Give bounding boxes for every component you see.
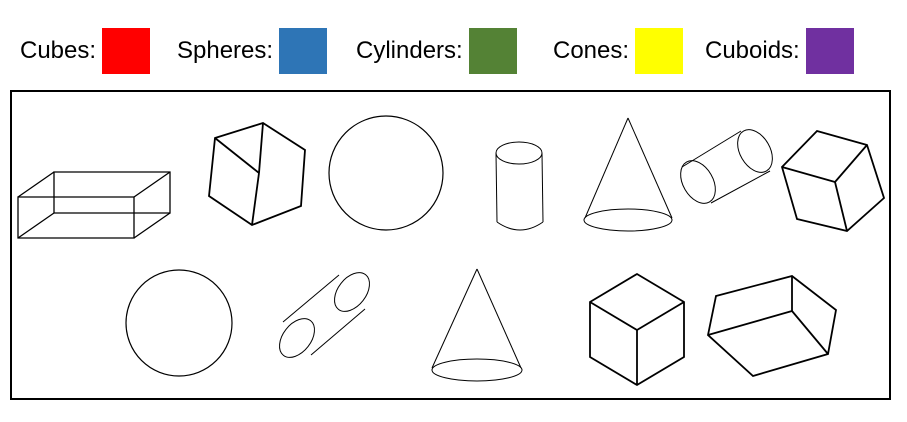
legend-label-cubes: Cubes:: [20, 37, 97, 64]
cube-icon[interactable]: [780, 129, 886, 232]
legend-swatch-cones[interactable]: [635, 28, 684, 74]
legend-swatch-cylinders[interactable]: [468, 28, 517, 74]
sphere-icon[interactable]: [328, 115, 444, 231]
legend-label-cones: Cones:: [553, 37, 630, 64]
cone-icon[interactable]: [431, 268, 523, 382]
cylinder-icon[interactable]: [674, 124, 780, 210]
legend-item-spheres: Spheres:: [177, 28, 328, 74]
legend-swatch-cubes[interactable]: [102, 28, 151, 74]
cube-icon[interactable]: [208, 122, 306, 227]
cube-icon[interactable]: [589, 272, 685, 387]
legend-item-cubes: Cubes:: [20, 28, 151, 74]
legend-item-cuboids: Cuboids:: [705, 28, 854, 74]
shapes-canvas-frame: [10, 90, 891, 400]
legend-swatch-spheres[interactable]: [279, 28, 328, 74]
legend-label-spheres: Spheres:: [177, 37, 274, 64]
cylinder-icon[interactable]: [495, 141, 544, 231]
shape-color-legend: Cubes: Spheres: Cylinders: Cones: Cuboid…: [0, 0, 907, 90]
sphere-icon[interactable]: [125, 269, 233, 377]
legend-swatch-cuboids[interactable]: [805, 28, 854, 74]
cone-icon[interactable]: [583, 117, 673, 232]
legend-item-cylinders: Cylinders:: [356, 28, 517, 74]
cuboid-icon[interactable]: [707, 275, 837, 378]
legend-label-cylinders: Cylinders:: [356, 37, 463, 64]
legend-label-cuboids: Cuboids:: [705, 37, 800, 64]
cuboid-wireframe-icon[interactable]: [17, 171, 171, 239]
cylinder-icon[interactable]: [272, 266, 376, 364]
legend-item-cones: Cones:: [553, 28, 684, 74]
